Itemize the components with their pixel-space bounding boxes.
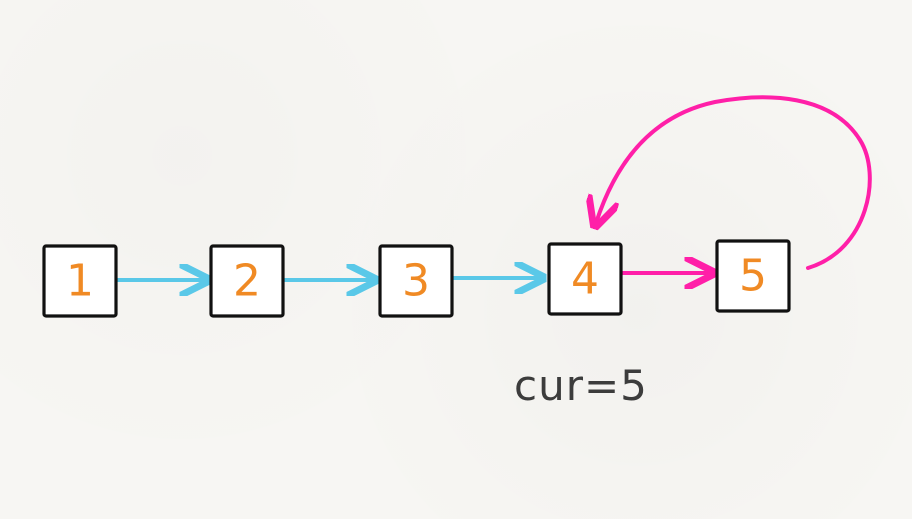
node-5: 5 bbox=[715, 239, 791, 313]
node-4: 4 bbox=[547, 242, 623, 316]
node-5-label: 5 bbox=[739, 251, 767, 302]
node-1-label: 1 bbox=[66, 256, 94, 307]
node-2-label: 2 bbox=[233, 256, 261, 307]
cycle-arrow-5-to-4 bbox=[596, 95, 872, 270]
node-2: 2 bbox=[209, 244, 285, 318]
node-3: 3 bbox=[378, 244, 454, 318]
node-1: 1 bbox=[42, 244, 118, 318]
cur-pointer-label: cur=5 bbox=[514, 361, 648, 410]
node-3-label: 3 bbox=[402, 256, 430, 307]
node-4-label: 4 bbox=[571, 254, 599, 305]
